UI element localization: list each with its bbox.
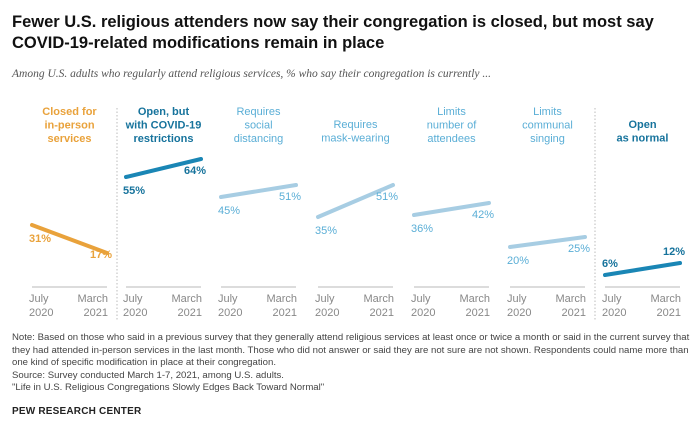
panel-title: Open <box>628 119 656 131</box>
x-tick-label: 2021 <box>562 307 586 319</box>
series-line <box>30 223 109 255</box>
data-label: 36% <box>411 223 433 235</box>
series-line <box>124 157 203 179</box>
data-label: 12% <box>663 246 685 258</box>
series-line <box>316 183 395 219</box>
source-text: Source: Survey conducted March 1-7, 2021… <box>12 369 284 381</box>
data-label: 17% <box>90 249 112 261</box>
panel-title: communal <box>522 120 573 132</box>
x-tick-label: 2020 <box>123 307 147 319</box>
data-label: 25% <box>568 243 590 255</box>
data-label: 55% <box>123 185 145 197</box>
x-tick-label: March <box>266 293 297 305</box>
series-line <box>508 235 587 249</box>
panel-title: Requires <box>333 119 378 131</box>
panel-title: social <box>244 120 272 132</box>
data-label: 42% <box>472 209 494 221</box>
x-tick-label: 2021 <box>273 307 297 319</box>
x-tick-label: 2020 <box>218 307 242 319</box>
panel-title: with COVID-19 <box>125 120 202 132</box>
x-tick-label: July <box>507 293 527 305</box>
x-tick-label: March <box>650 293 681 305</box>
x-tick-label: March <box>171 293 202 305</box>
panel-title: Limits <box>437 106 466 118</box>
data-label: 35% <box>315 225 337 237</box>
chart-title: Fewer U.S. religious attenders now say t… <box>12 13 654 52</box>
data-label: 6% <box>602 258 618 270</box>
x-tick-label: 2020 <box>315 307 339 319</box>
panel-title: distancing <box>234 133 284 145</box>
x-tick-label: 2020 <box>507 307 531 319</box>
panel-title: Open, but <box>138 106 190 118</box>
x-tick-label: July <box>218 293 238 305</box>
x-tick-label: 2020 <box>29 307 53 319</box>
panel-title: Closed for <box>42 106 97 118</box>
series-line <box>219 183 298 199</box>
x-tick-label: July <box>29 293 49 305</box>
panel-title: Requires <box>236 106 281 118</box>
data-label: 64% <box>184 165 206 177</box>
x-tick-label: 2021 <box>84 307 108 319</box>
panel-title: Limits <box>533 106 562 118</box>
chart-subtitle: Among U.S. adults who regularly attend r… <box>12 68 492 80</box>
chart-notes: Note: Based on those who said in a previ… <box>12 332 692 395</box>
panel-title: services <box>47 133 91 145</box>
x-tick-label: March <box>363 293 394 305</box>
x-tick-label: 2021 <box>466 307 490 319</box>
x-tick-label: July <box>315 293 335 305</box>
x-tick-label: 2021 <box>370 307 394 319</box>
x-tick-label: 2021 <box>657 307 681 319</box>
x-tick-label: March <box>555 293 586 305</box>
series-line <box>412 201 491 217</box>
x-tick-label: 2020 <box>411 307 435 319</box>
x-tick-label: March <box>459 293 490 305</box>
x-tick-label: March <box>77 293 108 305</box>
data-label: 20% <box>507 255 529 267</box>
brand-logo-text: PEW RESEARCH CENTER <box>12 406 142 417</box>
x-tick-label: 2020 <box>602 307 626 319</box>
report-title: "Life in U.S. Religious Congregations Sl… <box>12 382 325 393</box>
series-line <box>603 261 682 277</box>
data-label: 45% <box>218 205 240 217</box>
data-label: 51% <box>279 191 301 203</box>
data-label: 51% <box>376 191 398 203</box>
x-tick-label: 2021 <box>178 307 202 319</box>
panel-title: number of <box>427 120 477 132</box>
x-tick-label: July <box>123 293 143 305</box>
data-label: 31% <box>29 233 51 245</box>
note-text: Note: Based on those who said in a previ… <box>12 332 690 368</box>
panel-title: mask-wearing <box>321 133 389 145</box>
panel-title: as normal <box>617 133 669 145</box>
panel-title: restrictions <box>134 133 194 145</box>
panel-title: singing <box>530 133 565 145</box>
x-tick-label: July <box>411 293 431 305</box>
panel-title: in-person <box>44 120 94 132</box>
x-tick-label: July <box>602 293 622 305</box>
panel-title: attendees <box>427 133 476 145</box>
